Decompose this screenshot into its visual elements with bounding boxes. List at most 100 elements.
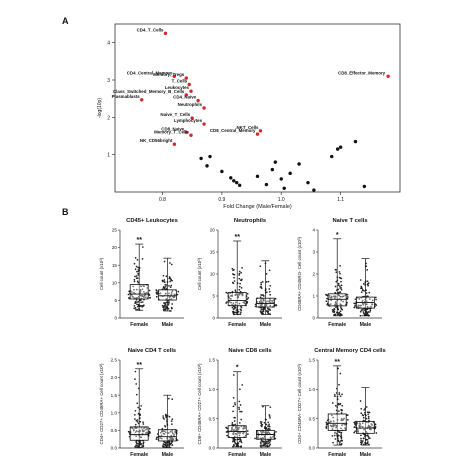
y-tick-label: 3 <box>107 78 110 84</box>
swarm-dot <box>359 310 362 313</box>
swarm-dot <box>246 292 249 295</box>
swarm-dot <box>361 425 364 428</box>
swarm-dot <box>338 311 341 314</box>
category-label: Male <box>162 322 174 328</box>
swarm-dot <box>163 430 166 433</box>
box-plot-title: CD45+ Leukocytes <box>126 218 178 224</box>
swarm-dot <box>231 421 234 424</box>
swarm-dot <box>260 422 263 425</box>
swarm-dot <box>362 303 365 306</box>
data-point <box>279 177 283 181</box>
swarm-dot <box>335 424 338 427</box>
swarm-dot <box>139 420 142 423</box>
data-point <box>288 171 292 176</box>
significance-marker: * <box>236 365 239 372</box>
swarm-dot <box>266 309 268 312</box>
swarm-dot <box>132 285 134 288</box>
point-label: CD4_T_Cells <box>137 27 164 32</box>
significance-marker: ** <box>136 362 142 369</box>
swarm-dot <box>335 271 338 274</box>
y-tick-label: 15 <box>210 250 216 255</box>
swarm-dot <box>340 412 343 414</box>
point-label: Leukocytes <box>165 85 190 90</box>
swarm-dot <box>232 269 234 272</box>
swarm-dot <box>365 265 368 268</box>
swarm-dot <box>164 283 167 286</box>
swarm-dot <box>239 410 241 413</box>
box <box>327 413 347 431</box>
swarm-dot <box>339 431 341 434</box>
swarm-dot <box>259 437 262 440</box>
swarm-dot <box>135 288 138 291</box>
swarm-dot <box>161 427 164 430</box>
y-tick-label: 0 <box>212 316 215 321</box>
swarm-dot <box>267 421 269 424</box>
swarm-dot <box>340 427 342 430</box>
box <box>157 289 177 301</box>
swarm-dot <box>330 296 333 299</box>
swarm-dot <box>168 277 171 280</box>
swarm-dot <box>359 279 362 281</box>
swarm-dot <box>268 439 270 442</box>
swarm-dot <box>140 405 142 407</box>
swarm-dot <box>232 440 234 443</box>
swarm-dot <box>233 439 236 442</box>
box-plot: Naive CD4 T cells 0.0 0.5 1.0 1.5 2.0 2.5 CD4+ … <box>99 348 184 458</box>
swarm-dot <box>271 299 273 302</box>
point-label: Memory_T_Cells <box>154 129 189 134</box>
swarm-dot <box>162 305 165 308</box>
swarm-dot <box>136 419 139 421</box>
swarm-dot <box>163 279 166 281</box>
swarm-dot <box>140 301 143 304</box>
significant-data-point <box>196 98 200 103</box>
swarm-dot <box>266 431 269 434</box>
swarm-dot <box>274 437 277 440</box>
swarm-dot <box>226 434 228 437</box>
point-label: NK_CD56bright <box>140 138 173 143</box>
swarm-dot <box>260 442 262 445</box>
swarm-dot <box>265 281 268 283</box>
swarm-dot <box>337 291 340 294</box>
swarm-dot <box>240 271 242 274</box>
swarm-dot <box>141 246 144 248</box>
swarm-dot <box>233 416 235 419</box>
point-label: Plasmablasts <box>112 94 141 99</box>
category-label: Male <box>360 452 372 458</box>
swarm-dot <box>339 372 342 375</box>
swarm-dot <box>148 297 151 299</box>
swarm-dot <box>268 415 271 417</box>
y-axis-label: CD45RA+ CD45RO- Cell count (x10³) <box>297 237 302 311</box>
swarm-dot <box>134 275 136 278</box>
swarm-dot <box>161 445 164 447</box>
swarm-dot <box>337 284 340 287</box>
swarm-dot <box>131 295 134 298</box>
swarm-dot <box>354 304 357 307</box>
swarm-dot <box>246 302 248 304</box>
swarm-dot <box>133 278 136 281</box>
swarm-dot <box>172 432 174 435</box>
swarm-dot <box>228 300 231 303</box>
swarm-dot <box>155 438 158 440</box>
data-point <box>208 154 212 159</box>
y-tick-label: 1.0 <box>111 410 118 415</box>
x-axis-label: Fold Change (Male/Female) <box>223 204 292 210</box>
swarm-dot <box>329 296 332 299</box>
swarm-dot <box>269 284 272 287</box>
category-label: Male <box>162 452 174 458</box>
swarm-dot <box>148 289 151 292</box>
swarm-dot <box>140 295 142 297</box>
swarm-dot <box>367 441 369 443</box>
swarm-dot <box>367 435 370 438</box>
swarm-dot <box>332 441 334 444</box>
swarm-dot <box>171 444 174 447</box>
significant-data-point <box>163 31 168 36</box>
swarm-dot <box>146 427 148 430</box>
swarm-dot <box>331 425 333 427</box>
swarm-dot <box>331 310 334 313</box>
swarm-dot <box>340 304 342 306</box>
swarm-dot <box>374 425 377 428</box>
box <box>129 284 149 300</box>
significant-data-point <box>172 74 177 78</box>
swarm-dot <box>141 445 143 447</box>
swarm-dot <box>160 437 163 440</box>
